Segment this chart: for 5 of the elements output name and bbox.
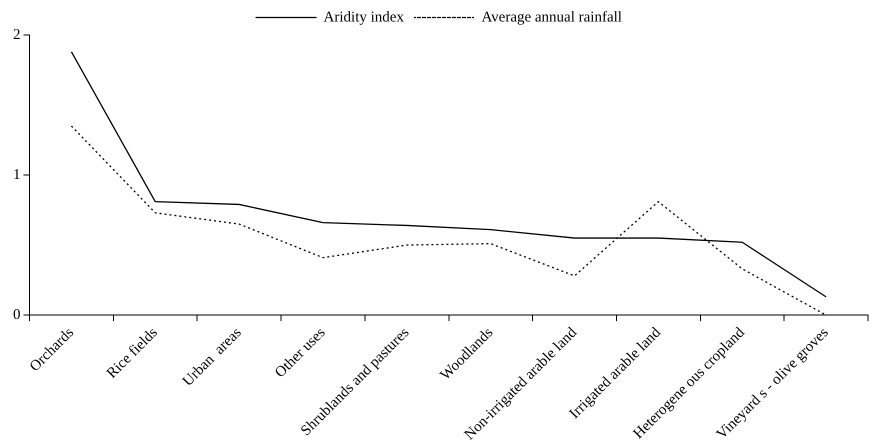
- y-tick-label: 1: [13, 166, 20, 183]
- y-tick-label: 2: [13, 26, 20, 43]
- legend-label: Average annual rainfall: [481, 9, 622, 26]
- y-tick-label: 0: [13, 307, 20, 324]
- legend-label: Aridity index: [324, 9, 404, 26]
